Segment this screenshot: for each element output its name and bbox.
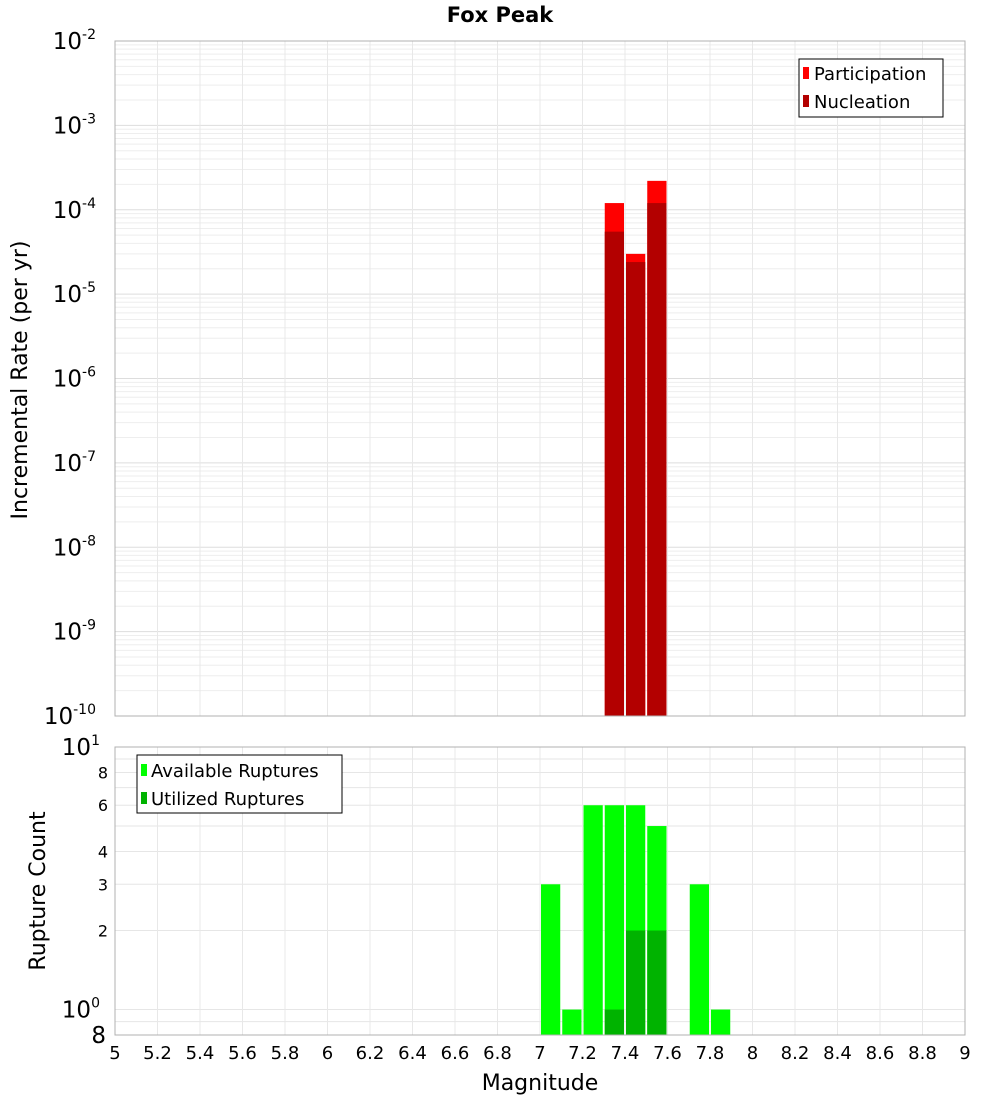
top-y-tick-label: 10-9 xyxy=(53,618,96,646)
x-tick-label: 6 xyxy=(322,1043,333,1064)
available-ruptures-bar xyxy=(689,884,709,1035)
x-tick-label: 6.4 xyxy=(398,1043,427,1064)
bottom-y-tick-label: 6 xyxy=(98,796,108,815)
x-tick-label: 5 xyxy=(109,1043,120,1064)
nucleation-bar xyxy=(626,262,646,716)
legend-label-available-ruptures: Available Ruptures xyxy=(151,761,319,782)
x-tick-label: 8.6 xyxy=(866,1043,895,1064)
x-tick-label: 7 xyxy=(534,1043,545,1064)
x-tick-label: 8.8 xyxy=(908,1043,937,1064)
x-tick-label: 7.8 xyxy=(696,1043,725,1064)
x-tick-label: 9 xyxy=(959,1043,970,1064)
top-panel: 10-10 10-9 10-8 10-7 10-6 10-5 10-4 10-3 10-2 Par… xyxy=(44,27,966,730)
x-tick-label: 7.2 xyxy=(568,1043,597,1064)
x-tick-label: 5.8 xyxy=(271,1043,300,1064)
legend-label-utilized-ruptures: Utilized Ruptures xyxy=(151,789,304,810)
nucleation-bar xyxy=(647,203,667,716)
bottom-y-tick-label: 4 xyxy=(98,842,108,861)
x-axis-label: Magnitude xyxy=(482,1071,599,1096)
bottom-plot-border xyxy=(114,746,966,1036)
utilized-ruptures-bar xyxy=(626,930,646,1035)
x-tick-label: 6.2 xyxy=(356,1043,385,1064)
x-tick-label: 5.2 xyxy=(143,1043,172,1064)
x-tick-label: 8.2 xyxy=(781,1043,810,1064)
nucleation-bar xyxy=(604,231,624,716)
bottom-y-tick-label: 8 xyxy=(91,1023,106,1049)
available-ruptures-bar xyxy=(541,884,561,1035)
chart-title: Fox Peak xyxy=(447,3,555,27)
top-y-tick-label: 10-10 xyxy=(44,702,96,730)
legend-swatch-participation xyxy=(803,67,809,79)
top-y-tick-label: 10-2 xyxy=(53,27,96,55)
top-plot-border xyxy=(114,40,966,717)
top-legend: Participation Nucleation xyxy=(798,58,944,118)
x-tick-label: 5.6 xyxy=(228,1043,257,1064)
x-tick-label: 7.4 xyxy=(611,1043,640,1064)
bottom-y-tick-label: 8 xyxy=(98,763,108,782)
available-ruptures-bar xyxy=(604,805,624,1035)
x-tick-label: 8 xyxy=(747,1043,758,1064)
available-ruptures-bar xyxy=(711,1009,731,1035)
x-tick-label: 6.8 xyxy=(483,1043,512,1064)
legend-label-participation: Participation xyxy=(814,64,926,85)
legend-swatch-utilized-ruptures xyxy=(141,792,147,804)
top-y-axis-label: Incremental Rate (per yr) xyxy=(8,241,33,520)
legend-label-nucleation: Nucleation xyxy=(814,92,910,113)
bottom-legend-box xyxy=(136,754,343,814)
top-y-tick-label: 10-5 xyxy=(53,280,96,308)
bottom-legend: Available Ruptures Utilized Ruptures xyxy=(136,754,343,814)
top-y-tick-label: 10-3 xyxy=(53,111,96,139)
top-y-tick-label: 10-7 xyxy=(53,449,96,477)
utilized-ruptures-bar xyxy=(604,1009,624,1035)
top-legend-box xyxy=(798,58,944,118)
available-ruptures-bar xyxy=(562,1009,582,1035)
bottom-y-tick-label: 2 xyxy=(98,922,108,941)
top-y-tick-label: 10-6 xyxy=(53,365,96,393)
top-y-tick-label: 10-4 xyxy=(53,196,96,224)
bottom-y-tick-label: 3 xyxy=(98,875,108,894)
available-ruptures-bar xyxy=(583,805,603,1035)
top-y-tick-label: 10-8 xyxy=(53,533,96,561)
utilized-ruptures-bar xyxy=(647,930,667,1035)
x-tick-label: 7.6 xyxy=(653,1043,682,1064)
bottom-y-axis-label: Rupture Count xyxy=(26,811,51,971)
bottom-y-tick-label: 101 xyxy=(62,733,100,761)
x-tick-label: 8.4 xyxy=(823,1043,852,1064)
x-tick-label: 5.4 xyxy=(186,1043,215,1064)
legend-swatch-nucleation xyxy=(803,95,809,107)
bottom-y-tick-label: 100 xyxy=(62,996,100,1024)
x-tick-label: 6.6 xyxy=(441,1043,470,1064)
top-gridlines xyxy=(114,40,966,717)
legend-swatch-available-ruptures xyxy=(141,764,147,776)
